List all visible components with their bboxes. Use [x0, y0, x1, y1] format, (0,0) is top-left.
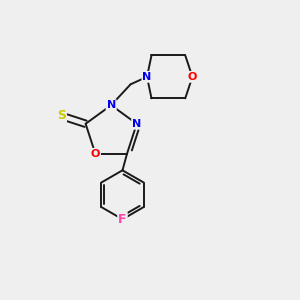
Text: F: F: [118, 213, 127, 226]
Text: N: N: [142, 72, 152, 82]
Text: O: O: [188, 72, 197, 82]
Text: N: N: [132, 119, 141, 129]
Text: N: N: [106, 100, 116, 110]
Text: S: S: [57, 110, 66, 122]
Text: O: O: [91, 149, 100, 159]
